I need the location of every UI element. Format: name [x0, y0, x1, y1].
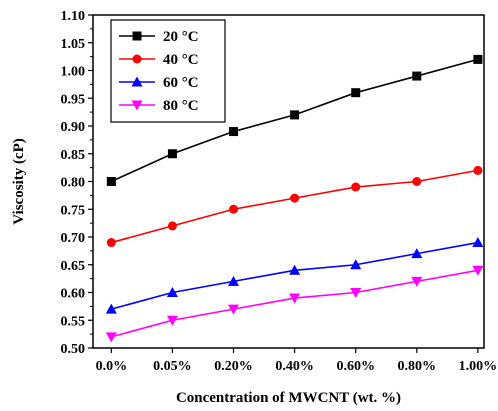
x-tick-label: 0.20%	[214, 359, 253, 374]
data-point	[289, 264, 301, 275]
x-tick-label: 0.80%	[398, 359, 437, 374]
series-3	[105, 265, 484, 343]
x-tick-label: 0.0%	[96, 359, 128, 374]
data-point	[229, 204, 239, 214]
legend-entry: 20 °C	[119, 29, 199, 45]
data-point	[472, 237, 484, 248]
series-1	[106, 165, 483, 248]
x-tick-label: 0.05%	[153, 359, 192, 374]
data-point	[228, 275, 240, 286]
data-point	[290, 193, 300, 203]
legend-entry: 60 °C	[119, 75, 199, 91]
data-point	[106, 238, 116, 248]
y-tick-label: 0.70	[61, 231, 86, 246]
y-tick-label: 0.80	[61, 176, 86, 191]
y-tick-label: 0.65	[61, 259, 86, 274]
data-point	[412, 71, 422, 81]
data-point	[166, 315, 178, 326]
series-0	[106, 54, 483, 186]
data-point	[106, 177, 116, 186]
data-point	[228, 304, 240, 315]
data-point	[166, 287, 178, 297]
series-line	[111, 269, 479, 338]
legend-entry: 40 °C	[119, 52, 199, 68]
data-point	[350, 259, 362, 270]
x-tick-label: 1.00%	[459, 359, 498, 374]
data-point	[473, 165, 483, 175]
x-tick-label: 0.60%	[336, 359, 375, 374]
series-layer	[105, 54, 484, 343]
y-tick-label: 0.85	[61, 148, 86, 163]
y-tick-label: 0.60	[61, 287, 86, 302]
y-axis-title: Viscosity (cP)	[11, 138, 27, 225]
series-2	[105, 237, 484, 314]
y-tick-label: 0.95	[61, 92, 86, 107]
data-point	[229, 127, 239, 137]
y-tick-label: 1.10	[61, 9, 86, 24]
data-point	[412, 177, 422, 186]
x-tick-label: 0.40%	[275, 359, 314, 374]
data-point	[411, 248, 423, 259]
legend: 20 °C 40 °C 60 °C 80 °C	[110, 19, 226, 123]
legend-marker	[132, 31, 142, 41]
data-point	[351, 88, 361, 98]
legend-marker	[132, 54, 142, 64]
legend-entry: 80 °C	[119, 98, 199, 114]
data-point	[105, 332, 117, 343]
data-point	[472, 265, 484, 276]
data-point	[290, 110, 300, 120]
legend-label: 80 °C	[163, 98, 199, 114]
y-tick-label: 0.55	[61, 314, 86, 329]
axes: 0.50 0.55 0.60 0.65 0.70 0.75 0.80 0.85 0.90 0.95…	[61, 9, 498, 374]
data-point	[289, 293, 301, 304]
data-point	[105, 303, 117, 314]
data-point	[351, 182, 361, 192]
y-tick-label: 0.75	[61, 203, 86, 218]
y-tick-label: 0.50	[61, 342, 86, 357]
data-point	[167, 221, 177, 231]
data-point	[473, 54, 483, 64]
legend-label: 60 °C	[163, 75, 199, 91]
legend-label: 20 °C	[163, 29, 199, 45]
x-axis-title: Concentration of MWCNT (wt. %)	[176, 390, 401, 406]
data-point	[411, 276, 423, 287]
y-tick-label: 1.00	[61, 65, 86, 80]
legend-marker	[131, 100, 143, 111]
legend-label: 40 °C	[163, 52, 199, 68]
y-tick-label: 1.05	[61, 37, 86, 52]
data-point	[350, 288, 362, 298]
series-line	[111, 169, 479, 244]
legend-marker	[131, 76, 143, 87]
data-point	[167, 149, 177, 159]
y-tick-label: 0.90	[61, 120, 86, 135]
